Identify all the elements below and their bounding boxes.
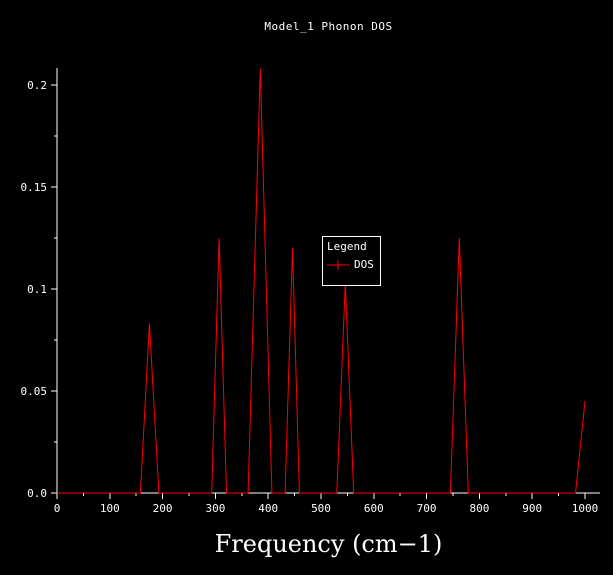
svg-text:800: 800: [469, 502, 489, 515]
legend-title: Legend: [327, 240, 367, 253]
dos-line: [57, 68, 586, 494]
svg-text:0.2: 0.2: [27, 79, 47, 92]
dos-line-marker-icon: [327, 259, 349, 270]
y-tick-labels: 0.0 0.05 0.1 0.15 0.2: [21, 79, 48, 500]
legend-entry-dos: DOS: [327, 258, 376, 271]
svg-text:400: 400: [258, 502, 278, 515]
svg-text:1000: 1000: [572, 502, 599, 515]
svg-text:700: 700: [417, 502, 437, 515]
svg-text:900: 900: [522, 502, 542, 515]
y-axis-ticks: [51, 84, 57, 494]
svg-text:100: 100: [100, 502, 120, 515]
chart-title: Model_1 Phonon DOS: [264, 20, 393, 33]
svg-text:600: 600: [364, 502, 384, 515]
legend-box: Legend DOS: [322, 236, 381, 286]
svg-text:0.0: 0.0: [27, 487, 47, 500]
svg-text:0.1: 0.1: [27, 283, 47, 296]
svg-text:500: 500: [311, 502, 331, 515]
x-axis-ticks: [56, 493, 586, 499]
svg-text:0.15: 0.15: [21, 181, 48, 194]
svg-text:300: 300: [205, 502, 225, 515]
svg-text:0: 0: [54, 502, 61, 515]
x-tick-labels: 0 100 200 300 400 500 600 700 800 900 1000: [54, 502, 599, 515]
svg-text:200: 200: [153, 502, 173, 515]
x-axis-title: Frequency (cm−1): [214, 530, 443, 558]
legend-entry-label: DOS: [354, 258, 374, 271]
svg-text:0.05: 0.05: [21, 385, 48, 398]
